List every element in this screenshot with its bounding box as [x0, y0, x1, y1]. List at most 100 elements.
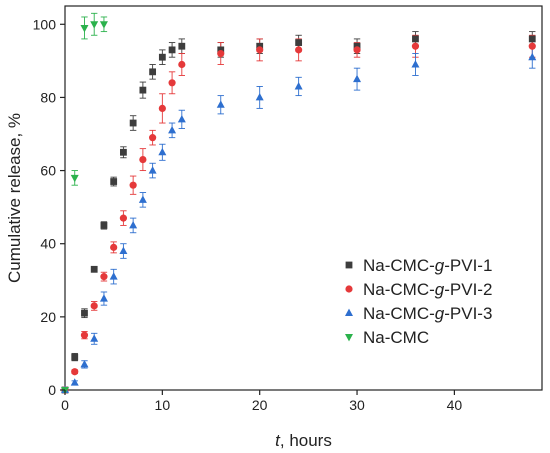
- data-point: [255, 93, 264, 101]
- series-4-error-bars: [71, 12, 108, 186]
- legend-label-prefix: Na-CMC-: [363, 256, 435, 275]
- x-tick-label: 10: [155, 397, 171, 413]
- x-tick-label: 20: [252, 397, 268, 413]
- legend-label: Na-CMC-g-PVI-3: [363, 304, 492, 323]
- data-point: [90, 21, 99, 29]
- data-point: [99, 294, 108, 302]
- data-point: [80, 24, 89, 33]
- legend-item-1: Na-CMC-g-PVI-1: [345, 256, 492, 275]
- x-axis-label: t, hours: [275, 431, 332, 450]
- y-tick-label: 0: [48, 382, 56, 398]
- data-point: [528, 35, 536, 43]
- data-point: [158, 104, 166, 112]
- data-point: [412, 35, 419, 43]
- data-point: [129, 181, 137, 189]
- series-2: [61, 42, 536, 394]
- data-point: [90, 302, 98, 310]
- legend-label-suffix: -PVI-1: [444, 256, 492, 275]
- data-point: [178, 42, 186, 50]
- legend-marker: [345, 308, 353, 316]
- x-tick-label: 30: [349, 397, 365, 413]
- data-point: [139, 86, 147, 94]
- series-3: [61, 52, 537, 393]
- data-point: [256, 46, 264, 54]
- data-point: [256, 42, 264, 50]
- data-point: [90, 265, 98, 273]
- data-point: [353, 74, 362, 83]
- legend-item-4: Na-CMC: [345, 328, 429, 347]
- y-tick-label: 20: [40, 309, 56, 325]
- data-point: [90, 334, 99, 342]
- data-point: [168, 46, 176, 54]
- data-point: [119, 214, 128, 222]
- data-point: [528, 52, 537, 61]
- data-point: [109, 272, 118, 280]
- data-point: [158, 147, 167, 156]
- y-axis-label: Cumulative release, %: [5, 113, 24, 283]
- data-point: [168, 125, 177, 134]
- y-axis-ticks: 0 20 40 60 80 100: [33, 16, 65, 398]
- legend-marker: [345, 334, 353, 342]
- data-point: [110, 243, 118, 251]
- data-point: [71, 368, 79, 376]
- plot-frame: [64, 5, 543, 391]
- y-tick-label: 80: [40, 89, 56, 105]
- legend-item-2: Na-CMC-g-PVI-2: [345, 280, 492, 299]
- data-point: [148, 166, 157, 174]
- data-point: [294, 82, 303, 90]
- legend: Na-CMC-g-PVI-1Na-CMC-g-PVI-2Na-CMC-g-PVI…: [345, 256, 492, 347]
- data-point: [149, 68, 157, 76]
- x-axis-label-unit: , hours: [280, 431, 332, 450]
- legend-label-suffix: -PVI-3: [444, 304, 492, 323]
- data-point: [353, 46, 361, 54]
- data-point: [295, 46, 303, 54]
- legend-label: Na-CMC: [363, 328, 429, 347]
- legend-marker: [345, 261, 353, 269]
- legend-label-prefix: Na-CMC-: [363, 304, 435, 323]
- data-point: [71, 353, 79, 361]
- legend-label-italic: g: [435, 280, 445, 299]
- y-tick-label: 100: [33, 16, 57, 32]
- data-point: [129, 221, 138, 229]
- legend-marker: [345, 285, 353, 293]
- data-point: [411, 42, 420, 50]
- data-point: [216, 100, 225, 108]
- legend-item-3: Na-CMC-g-PVI-3: [345, 304, 492, 323]
- series-3-error-bars: [71, 45, 536, 385]
- plot-area: [64, 5, 543, 391]
- data-point: [99, 21, 108, 29]
- legend-label: Na-CMC-g-PVI-1: [363, 256, 492, 275]
- data-point: [177, 114, 186, 123]
- data-point: [80, 331, 89, 339]
- data-point: [100, 222, 108, 229]
- data-point: [295, 39, 303, 46]
- data-point: [110, 178, 118, 185]
- x-axis-label-variable: t: [275, 431, 281, 450]
- data-point: [70, 378, 79, 386]
- data-point: [353, 42, 361, 50]
- data-point: [139, 156, 147, 164]
- data-point: [528, 42, 536, 50]
- data-point: [120, 148, 127, 156]
- data-point: [70, 174, 79, 183]
- x-tick-label: 0: [61, 397, 69, 413]
- data-point: [119, 246, 128, 255]
- y-tick-label: 60: [40, 163, 56, 179]
- data-point: [129, 119, 137, 127]
- data-point: [81, 309, 88, 317]
- data-point: [138, 195, 147, 203]
- data-point: [149, 134, 157, 142]
- legend-label-italic: g: [435, 256, 445, 275]
- data-point: [411, 60, 420, 68]
- data-point: [217, 46, 225, 54]
- data-point: [217, 49, 225, 58]
- legend-label-italic: g: [435, 304, 445, 323]
- data-point: [178, 60, 186, 69]
- legend-label: Na-CMC-g-PVI-2: [363, 280, 492, 299]
- legend-label-prefix: Na-CMC-: [363, 280, 435, 299]
- x-axis-ticks: 0 10 20 30 40: [61, 390, 462, 413]
- data-point: [100, 273, 108, 281]
- y-tick-label: 40: [40, 236, 56, 252]
- legend-label-suffix: -PVI-2: [444, 280, 492, 299]
